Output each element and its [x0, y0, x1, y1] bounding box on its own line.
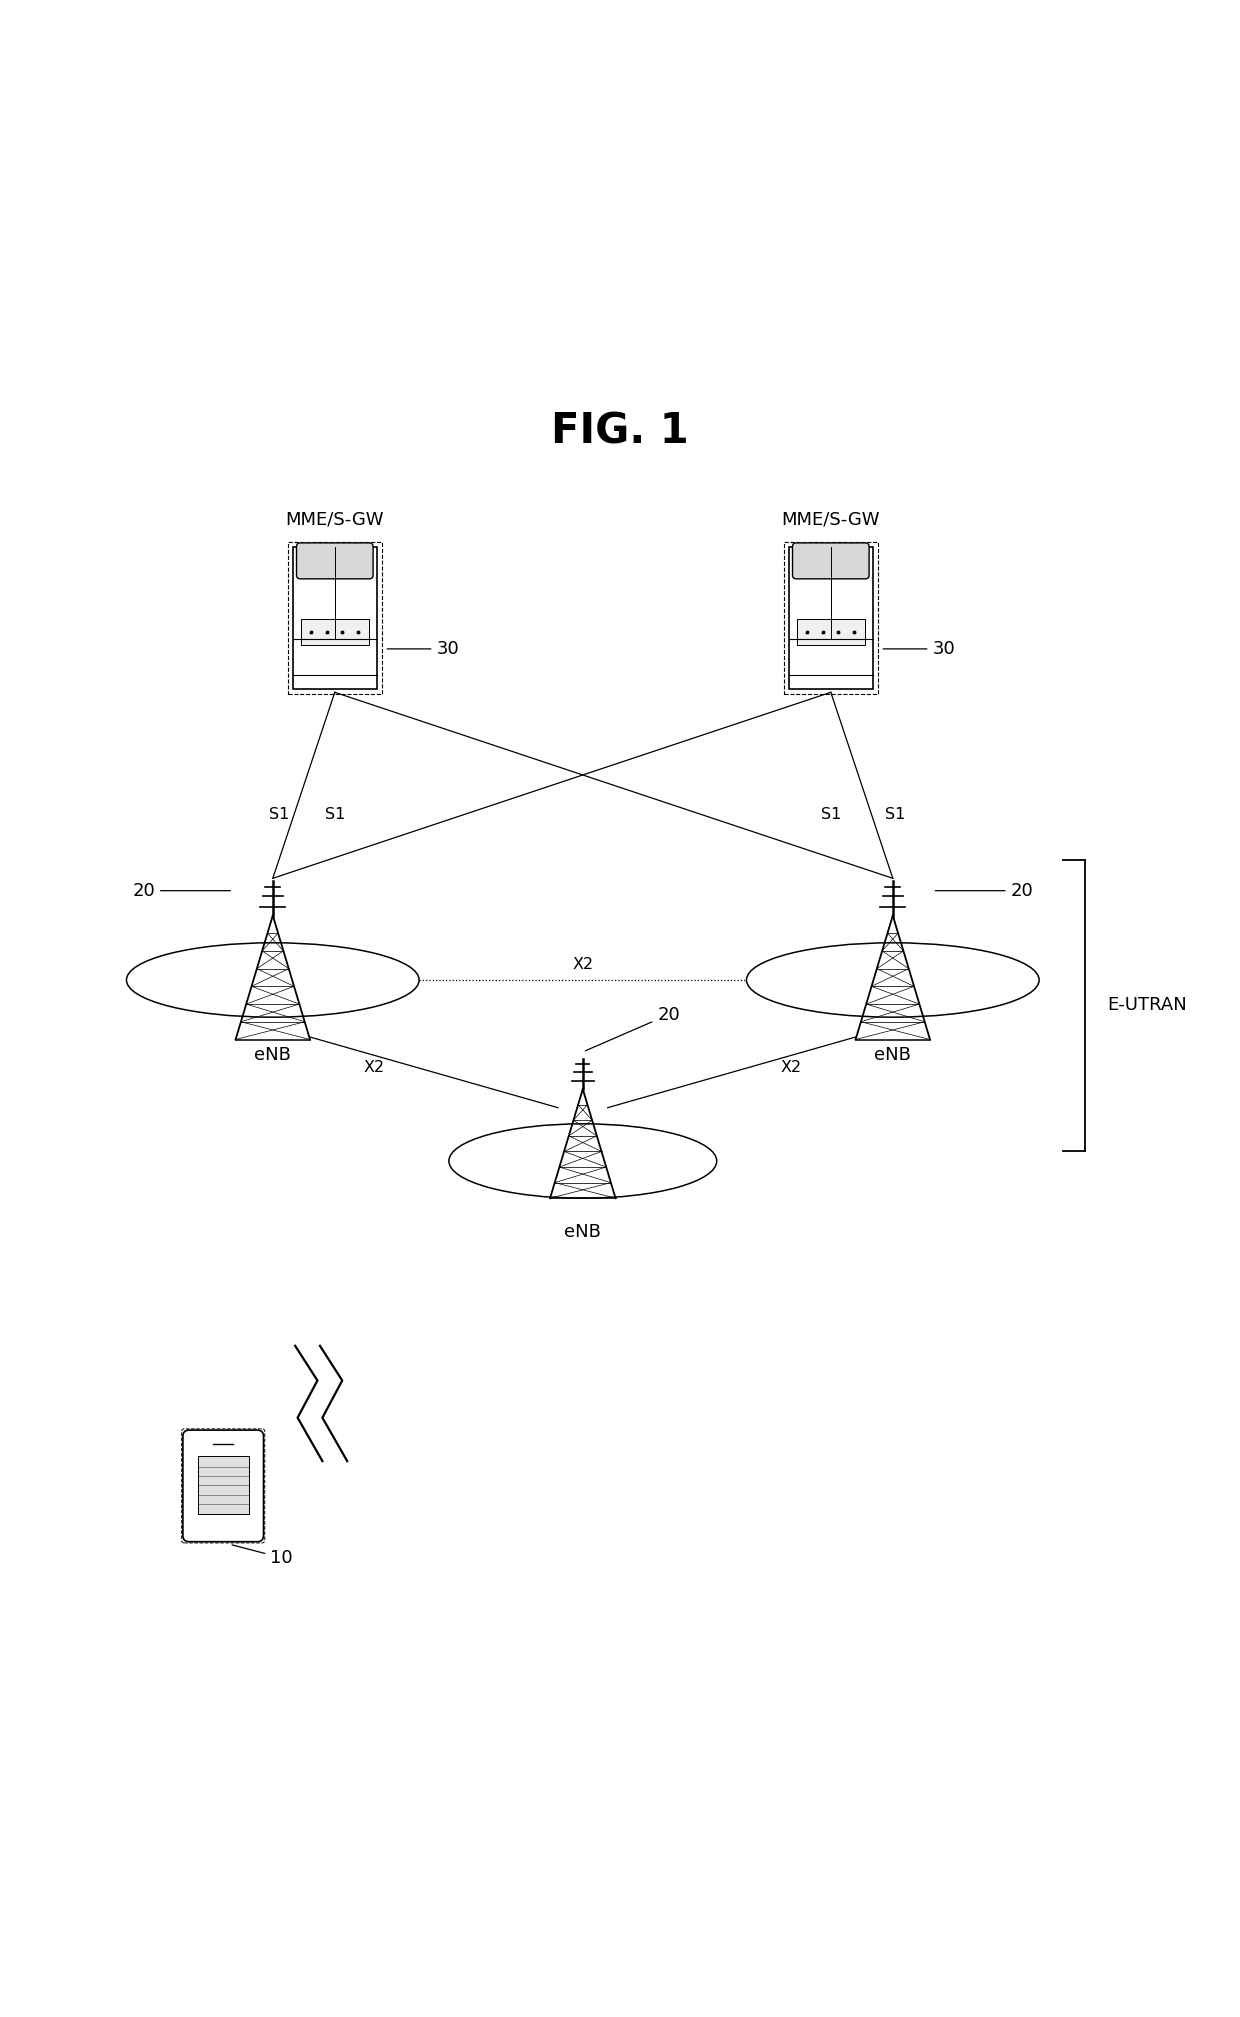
- FancyBboxPatch shape: [198, 1456, 248, 1513]
- FancyBboxPatch shape: [789, 547, 873, 690]
- Text: S1: S1: [325, 807, 345, 821]
- Text: MME/S-GW: MME/S-GW: [781, 510, 880, 528]
- Text: 20: 20: [585, 1006, 680, 1051]
- Text: 30: 30: [883, 639, 955, 658]
- Text: X2: X2: [363, 1061, 386, 1075]
- Ellipse shape: [126, 942, 419, 1017]
- Text: S1: S1: [885, 807, 905, 821]
- Text: MME/S-GW: MME/S-GW: [285, 510, 384, 528]
- FancyBboxPatch shape: [184, 1430, 263, 1541]
- FancyBboxPatch shape: [296, 543, 373, 579]
- Ellipse shape: [746, 942, 1039, 1017]
- Text: eNB: eNB: [564, 1222, 601, 1240]
- Text: 20: 20: [133, 881, 231, 900]
- Text: S1: S1: [821, 807, 841, 821]
- Text: eNB: eNB: [874, 1045, 911, 1063]
- Text: FIG. 1: FIG. 1: [551, 411, 689, 454]
- Text: eNB: eNB: [254, 1045, 291, 1063]
- Text: 20: 20: [935, 881, 1033, 900]
- Text: E-UTRAN: E-UTRAN: [1107, 996, 1187, 1015]
- FancyBboxPatch shape: [293, 547, 377, 690]
- FancyBboxPatch shape: [797, 619, 864, 645]
- FancyBboxPatch shape: [301, 619, 368, 645]
- Text: X2: X2: [572, 956, 594, 972]
- FancyBboxPatch shape: [792, 543, 869, 579]
- Ellipse shape: [449, 1123, 717, 1198]
- Text: 30: 30: [387, 639, 459, 658]
- Text: S1: S1: [269, 807, 289, 821]
- Text: X2: X2: [780, 1061, 802, 1075]
- Text: 10: 10: [232, 1545, 293, 1567]
